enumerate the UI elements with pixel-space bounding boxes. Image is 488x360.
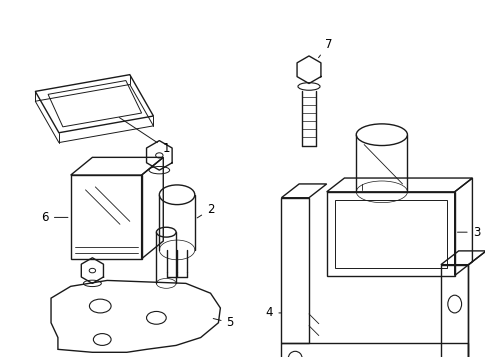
Text: 6: 6 — [41, 211, 68, 224]
Text: 5: 5 — [213, 316, 233, 329]
Text: 1: 1 — [119, 117, 170, 155]
Text: 4: 4 — [265, 306, 281, 319]
Text: 7: 7 — [318, 38, 332, 58]
Text: 2: 2 — [197, 203, 214, 218]
Text: 3: 3 — [457, 226, 479, 239]
